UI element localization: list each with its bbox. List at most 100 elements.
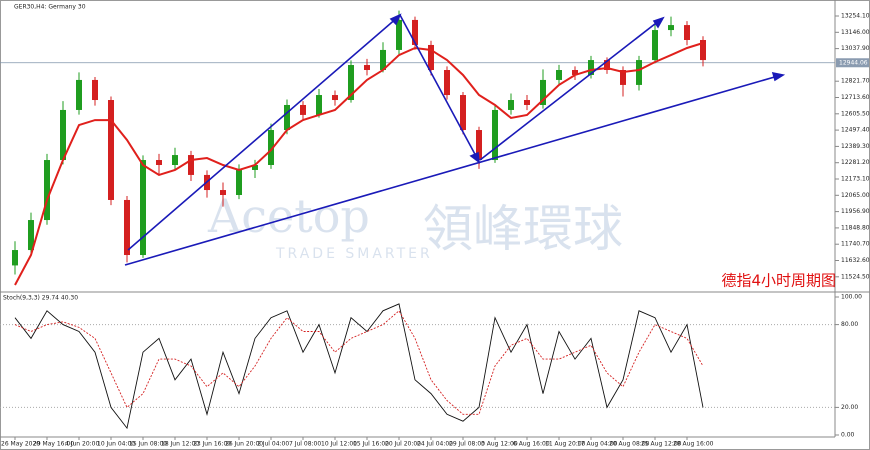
candle-body [492, 109, 498, 161]
candle-body [588, 60, 594, 75]
candle-body [332, 95, 338, 101]
watermark: 領峰環球 [423, 200, 623, 258]
y-tick-label: 12281.20 [841, 159, 870, 166]
candle-body [252, 164, 258, 170]
x-tick-label: 24 Jul 04:00 [417, 441, 453, 448]
candle-body [108, 100, 114, 200]
candle-body [380, 49, 386, 71]
y-tick-label: 11848.80 [841, 224, 870, 231]
candle-body [44, 160, 50, 221]
candle-body [348, 65, 354, 101]
candle-body [284, 104, 290, 131]
candle-body [636, 60, 642, 85]
last-price-box [836, 58, 869, 68]
x-tick-label: 29 Jul 08:00 [449, 441, 485, 448]
candle-body [12, 250, 18, 266]
x-tick-label: 17 Aug 04:00 [577, 441, 618, 448]
stoch-line [14, 310, 704, 415]
candle-body [460, 95, 466, 131]
x-tick-label: 20 Jul 20:00 [385, 441, 421, 448]
x-tick-label: 20 Aug 08:00 [609, 441, 650, 448]
y-tick-label: 11740.70 [841, 241, 870, 248]
candle-body [220, 190, 226, 196]
x-tick-label: 11 Aug 20:00 [545, 441, 586, 448]
arrow-head [652, 16, 665, 29]
candle-body [236, 169, 242, 196]
x-tick-label: 23 Jun 16:00 [193, 441, 231, 448]
trend-arrow [124, 75, 779, 266]
candle-body [188, 155, 194, 175]
candle-body [604, 60, 610, 71]
candle-body [540, 79, 546, 105]
x-tick-label: 28 Aug 16:00 [673, 441, 714, 448]
y-tick-label: 12065.00 [841, 192, 870, 199]
x-tick-label: 26 May 2020 [1, 441, 40, 448]
x-tick-label: 15 Jun 08:00 [129, 441, 167, 448]
candle-body [428, 44, 434, 71]
candle-body [92, 79, 98, 101]
x-tick-label: 10 Jun 04:00 [97, 441, 135, 448]
x-tick-label: 25 Aug 12:00 [641, 441, 682, 448]
candle-body [620, 70, 626, 85]
candle-body [172, 155, 178, 165]
marks [0, 10, 839, 440]
trend-arrow [127, 16, 399, 251]
y-tick-label: 11524.50 [841, 273, 870, 280]
x-tick-label: 2 Jul 04:00 [257, 441, 289, 448]
candle-body [140, 160, 146, 256]
candle-body [668, 25, 674, 31]
y-tick-label: 12713.60 [841, 94, 870, 101]
watermark: TRADE SMARTER [275, 246, 433, 262]
x-tick-label: 18 Jun 12:00 [161, 441, 199, 448]
candle-body [60, 109, 66, 161]
candle-body [572, 70, 578, 75]
candle-body [396, 19, 402, 50]
trend-arrows [124, 13, 786, 266]
stoch-line [14, 303, 704, 430]
chart-title: GER30,H4: Germany 30 [14, 4, 86, 11]
y-tick-label: 12497.40 [841, 127, 870, 134]
indicator-title: Stoch(9,3,3) 29.74 40.30 [3, 295, 78, 302]
candle-body [476, 130, 482, 161]
y-tick-label: 12389.30 [841, 143, 870, 150]
y-tick-label: 80.00 [841, 321, 858, 328]
candle-body [444, 70, 450, 96]
y-tick-label: 13037.90 [841, 45, 870, 52]
x-tick-label: 26 Jun 20:00 [225, 441, 263, 448]
candle-body [76, 79, 82, 110]
candle-body [364, 65, 370, 71]
candle-body [124, 199, 130, 256]
candle-body [28, 220, 34, 251]
x-tick-label: 7 Jul 08:00 [289, 441, 321, 448]
last-price-label: 12944.06 [839, 59, 868, 66]
y-tick-label: 100.00 [841, 294, 862, 301]
candle-body [556, 70, 562, 80]
candle-body [300, 104, 306, 115]
x-tick-label: 10 Jul 12:00 [321, 441, 357, 448]
x-tick-label: 6 Aug 16:00 [513, 441, 550, 448]
y-tick-label: 0.00 [841, 432, 855, 439]
candle-body [412, 19, 418, 45]
candle-body [524, 100, 530, 105]
y-tick-label: 12173.10 [841, 176, 870, 183]
trend-arrow [479, 19, 661, 161]
y-tick-label: 13254.10 [841, 13, 870, 20]
arrow-head [389, 13, 402, 26]
candle-body [508, 100, 514, 110]
annotation: 德指4小时周期图 [721, 272, 836, 290]
candle-body [316, 95, 322, 115]
moving-average [14, 42, 704, 286]
trend-arrow [399, 14, 478, 159]
x-tick-label: 3 Aug 12:00 [481, 441, 518, 448]
y-tick-label: 11956.90 [841, 208, 870, 215]
candle-body [268, 130, 274, 165]
x-tick-label: 15 Jul 16:00 [353, 441, 389, 448]
y-tick-label: 11632.60 [841, 257, 870, 264]
y-tick-label: 13146.00 [841, 29, 870, 36]
x-tick-label: 29 May 16:00 [33, 441, 74, 448]
candle-body [156, 160, 162, 165]
arrow-head [469, 151, 480, 164]
y-tick-label: 12605.50 [841, 110, 870, 117]
x-tick-label: 4 Jun 20:00 [65, 441, 99, 448]
